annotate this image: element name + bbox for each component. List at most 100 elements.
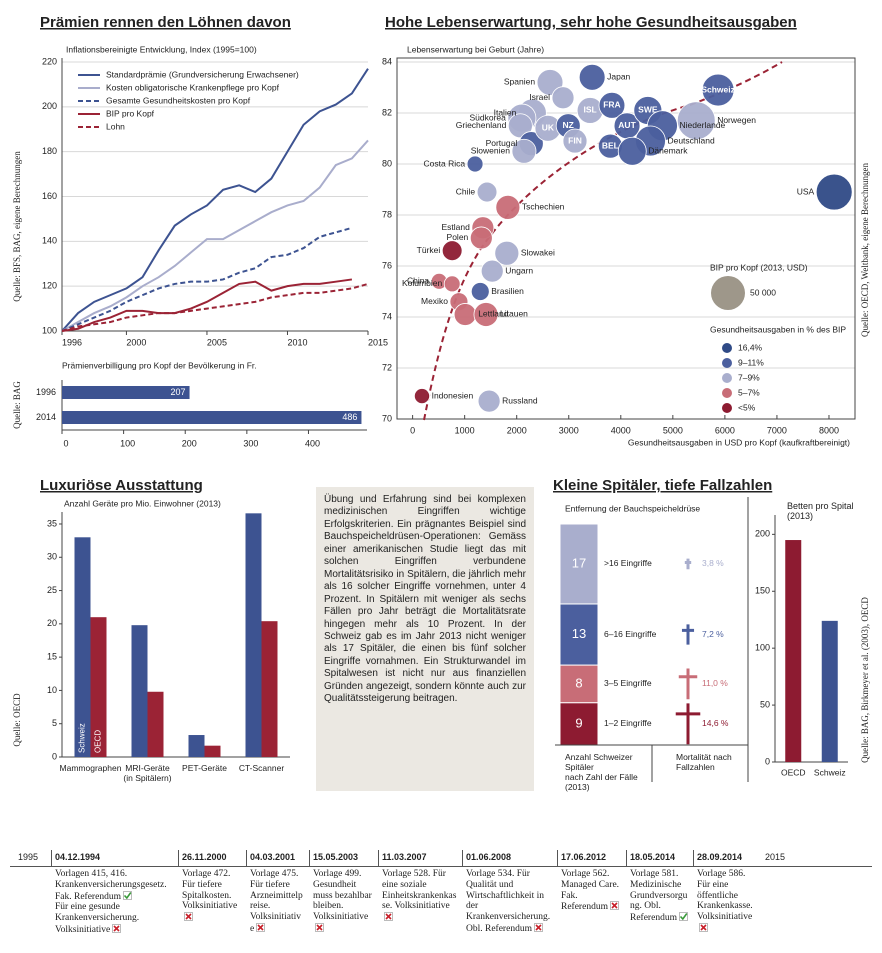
x-tick-label: 300: [243, 438, 258, 448]
series-line: [61, 282, 369, 332]
point-label: Slowakei: [521, 248, 555, 258]
x-tick-label: 3000: [559, 425, 579, 435]
point-label: ISL: [583, 105, 596, 115]
mortality-label: 7,2 %: [702, 629, 724, 639]
bar: [62, 386, 190, 399]
bar: [62, 411, 362, 424]
rejected-icon: [315, 922, 324, 932]
y-axis-title: Lebenserwartung bei Geburt (Jahre): [407, 44, 544, 54]
x-tick-label: 2010: [287, 337, 307, 347]
stack-segment: [559, 664, 599, 704]
bubble: [598, 92, 626, 119]
rejected-icon: [609, 901, 619, 911]
y-tick-label: 20: [47, 618, 57, 628]
bar: [261, 621, 278, 757]
icon-glyph: [185, 913, 192, 920]
legend-label: 5–7%: [738, 387, 760, 397]
x-tick-label: 6000: [715, 425, 735, 435]
series-line: [61, 226, 353, 332]
icon-glyph: [257, 924, 264, 931]
x-tick-label: 2015: [368, 337, 388, 347]
icon-glyph: [679, 913, 688, 921]
legend-label: Standardprämie (Grundversicherung Erwach…: [106, 69, 299, 79]
point-label: Dänemark: [648, 146, 688, 156]
legend-swatch: [722, 388, 732, 398]
stack-segment: [559, 603, 599, 666]
event-column: Vorlage 534. Für Qualität und Wirtschaft…: [466, 869, 553, 935]
point-label: Schweiz: [701, 84, 735, 94]
point-label: Ungarn: [505, 265, 533, 275]
legend-label: 9–11%: [738, 357, 764, 367]
mortality-cross: [684, 558, 692, 570]
icon-glyph: [316, 924, 323, 931]
event-column: Vorlage 472. Für tiefere Spitalkosten. V…: [182, 869, 242, 924]
legend-swatch: [722, 373, 732, 383]
series-line: [61, 278, 353, 332]
event-text: Vorlage 581. Medizinische Grundversorgun…: [630, 869, 688, 924]
event-item: Vorlage 562. Managed Care. Fak. Referend…: [561, 869, 622, 913]
event-item: Vorlage 499. Gesundheit muss bezahlbar b…: [313, 869, 374, 935]
event-item: Vorlage 586. Für eine öffentliche Kranke…: [697, 869, 757, 935]
x-tick-label: 0: [410, 425, 415, 435]
y-tick-label: 35: [47, 518, 57, 528]
point-label: Litauen: [500, 309, 528, 319]
y-tick-label: 100: [755, 643, 770, 653]
mortality-label: 3,8 %: [702, 558, 724, 568]
y-tick-label: 82: [382, 107, 392, 117]
bubble: [470, 282, 490, 301]
x-tick-label: 7000: [767, 425, 787, 435]
point-label: Norwegen: [717, 115, 756, 125]
point-label: AUT: [618, 120, 636, 130]
y-tick-label: 30: [47, 552, 57, 562]
bar: [821, 620, 838, 762]
accepted-icon: [678, 912, 688, 922]
event-text: Vorlage 528. Für eine soziale Einheitskr…: [382, 869, 457, 912]
chart-title: Luxuriöse Ausstattung: [40, 477, 203, 494]
event-date: 26.11.2000: [182, 852, 227, 862]
bubble: [562, 128, 588, 154]
bubble: [676, 101, 716, 140]
timeline-tick: [378, 850, 379, 866]
x-tick-label: 1000: [455, 425, 475, 435]
timeline-start: 1995: [18, 852, 39, 862]
y-tick-label: 0: [765, 756, 770, 766]
timeline-end: 2015: [765, 852, 786, 862]
event-text: Vorlage 586. Für eine öffentliche Kranke…: [697, 869, 753, 923]
legend-label: 50 000: [750, 287, 776, 297]
timeline-axis: [10, 866, 872, 867]
bubble: [477, 389, 501, 413]
timeline-tick: [693, 850, 694, 866]
point-label: Brasilien: [491, 286, 524, 296]
icon-glyph: [700, 924, 707, 931]
point-label: USA: [797, 186, 815, 196]
y-tick-label: 180: [42, 146, 57, 156]
category-label: 2014: [36, 412, 56, 422]
chart-subtitle: Prämienverbilligung pro Kopf der Bevölke…: [62, 360, 257, 370]
event-date: 28.09.2014: [697, 852, 743, 862]
bubble: [413, 388, 430, 405]
point-label: Russland: [502, 395, 538, 405]
point-label: Costa Rica: [424, 158, 466, 168]
point-label: Israel: [529, 92, 550, 102]
y-tick-label: 0: [52, 751, 57, 761]
mortality-cross: [675, 703, 701, 745]
y-tick-label: 150: [755, 586, 770, 596]
icon-glyph: [113, 925, 120, 932]
point-label: Polen: [447, 232, 469, 242]
event-date: 11.03.2007: [382, 852, 427, 862]
x-tick-label: 2000: [507, 425, 527, 435]
legend-label: <5%: [738, 402, 756, 412]
bubble: [511, 138, 537, 164]
bar: [147, 691, 164, 757]
point-label: BEL: [602, 140, 619, 150]
bar: [204, 745, 221, 757]
event-text: Vorlage 499. Gesundheit muss bezahlbar b…: [313, 869, 372, 923]
y-tick-label: 76: [382, 260, 392, 270]
series-caption: Mortalität nach Fallzahlen: [676, 752, 732, 772]
bar: [245, 513, 262, 757]
bar: [785, 540, 802, 762]
legend-title: BIP pro Kopf (2013, USD): [710, 262, 808, 272]
event-text: Vorlage 562. Managed Care. Fak. Referend…: [561, 869, 620, 913]
y-tick-label: 200: [755, 529, 770, 539]
